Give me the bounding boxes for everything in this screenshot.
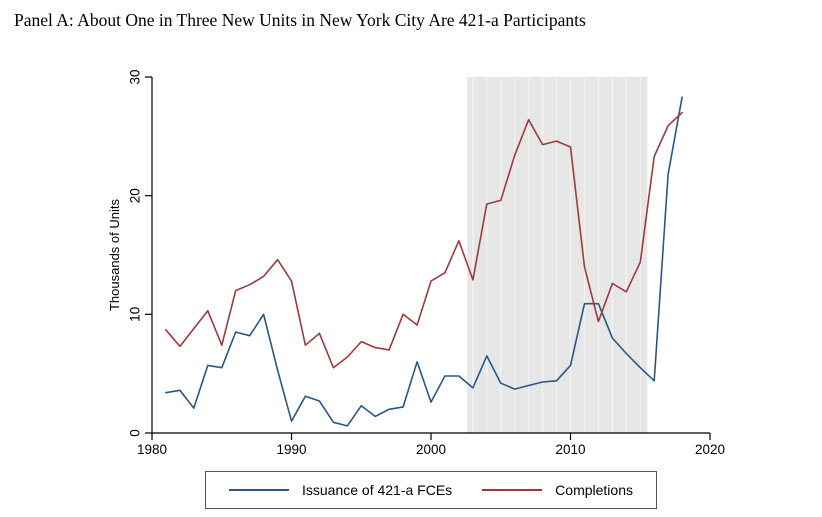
series-line-completions <box>165 111 683 369</box>
y-tick-label: 30 <box>128 69 143 84</box>
series-line-issuance <box>165 96 683 427</box>
y-tick-label: 10 <box>128 307 143 322</box>
chart-title: Panel A: About One in Three New Units in… <box>14 10 586 30</box>
shaded-policy-region <box>467 77 648 433</box>
y-tick-label: 0 <box>128 429 143 437</box>
x-tick-label: 2000 <box>416 442 446 457</box>
y-tick-label: 20 <box>128 188 143 203</box>
legend-item-completions: Completions <box>482 482 633 498</box>
series-lines-group <box>165 96 683 427</box>
x-tick-label: 2010 <box>555 442 585 457</box>
legend-item-issuance: Issuance of 421-a FCEs <box>228 482 453 498</box>
axes-group: 0 10 20 30 1980 1990 2000 2010 2020 <box>128 69 726 457</box>
x-tick-label: 1990 <box>276 442 306 457</box>
y-axis-title: Thousands of Units <box>107 199 122 312</box>
legend-label-issuance: Issuance of 421-a FCEs <box>301 482 453 498</box>
legend: Issuance of 421-a FCEs Completions <box>205 471 657 509</box>
legend-line-sample-completions <box>482 489 543 491</box>
shaded-policy-region-group <box>467 77 648 433</box>
legend-label-completions: Completions <box>555 482 633 498</box>
x-tick-label: 2020 <box>695 442 725 457</box>
legend-line-sample-issuance <box>228 489 289 491</box>
x-tick-label: 1980 <box>137 442 167 457</box>
